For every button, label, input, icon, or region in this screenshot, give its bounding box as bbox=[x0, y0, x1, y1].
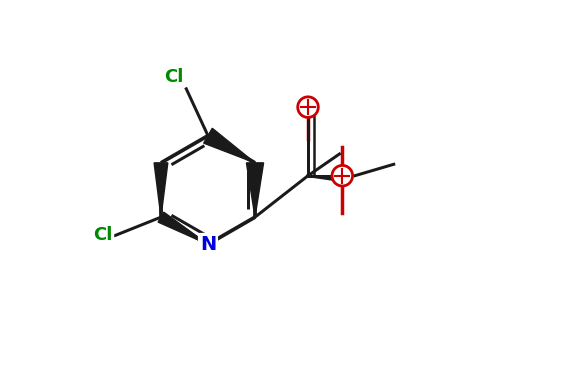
Polygon shape bbox=[247, 163, 264, 217]
Text: Cl: Cl bbox=[164, 68, 183, 86]
Text: N: N bbox=[200, 235, 216, 254]
Text: Cl: Cl bbox=[93, 226, 112, 244]
Circle shape bbox=[332, 165, 353, 186]
Polygon shape bbox=[154, 163, 168, 217]
Polygon shape bbox=[158, 212, 208, 244]
Polygon shape bbox=[204, 128, 255, 163]
Circle shape bbox=[298, 97, 319, 117]
